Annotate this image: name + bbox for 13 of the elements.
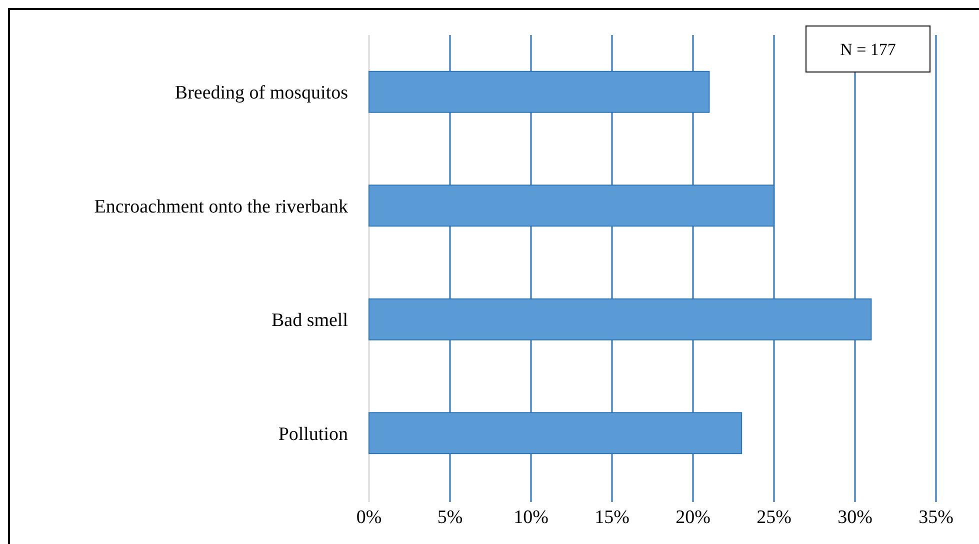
x-tick-label: 5% [437, 507, 463, 528]
y-tick-label: Pollution [278, 424, 348, 445]
y-tick-label: Breeding of mosquitos [174, 82, 348, 104]
x-tick-label: 0% [356, 507, 382, 528]
x-tick-label: 10% [514, 507, 549, 528]
y-tick-label: Encroachment onto the riverbank [94, 196, 348, 218]
x-tick-label: 15% [594, 507, 630, 528]
y-tick-label: Bad smell [271, 310, 348, 332]
x-tick-label: 20% [676, 507, 711, 528]
annotation: N = 177 [840, 40, 896, 59]
x-tick-label: 35% [918, 507, 954, 528]
x-tick-label: 30% [838, 507, 873, 528]
x-tick-label: 25% [756, 507, 792, 528]
